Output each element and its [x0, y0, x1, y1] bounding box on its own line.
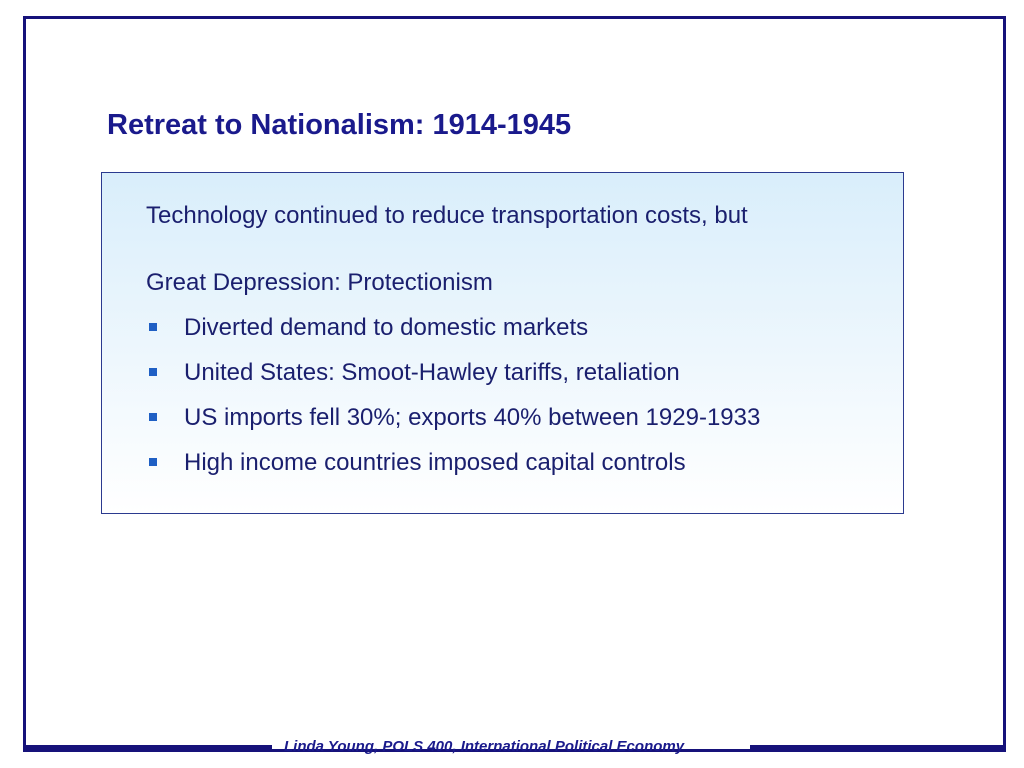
footer-rule-right	[750, 745, 1003, 749]
slide-footer: Linda Young, POLS 400, International Pol…	[284, 738, 685, 755]
square-bullet-icon	[149, 458, 157, 466]
bullet-text: United States: Smoot-Hawley tariffs, ret…	[184, 359, 680, 386]
slide-title: Retreat to Nationalism: 1914-1945	[107, 109, 572, 141]
footer-rule-left	[23, 745, 272, 749]
bullet-text: US imports fell 30%; exports 40% between…	[184, 404, 761, 431]
bullet-text: High income countries imposed capital co…	[184, 449, 686, 476]
section-heading: Great Depression: Protectionism	[146, 269, 493, 296]
slide-frame	[23, 16, 1006, 752]
square-bullet-icon	[149, 323, 157, 331]
square-bullet-icon	[149, 368, 157, 376]
bullet-text: Diverted demand to domestic markets	[184, 314, 589, 341]
intro-line: Technology continued to reduce transport…	[146, 202, 748, 229]
square-bullet-icon	[149, 413, 157, 421]
content-box: Technology continued to reduce transport…	[101, 172, 904, 514]
